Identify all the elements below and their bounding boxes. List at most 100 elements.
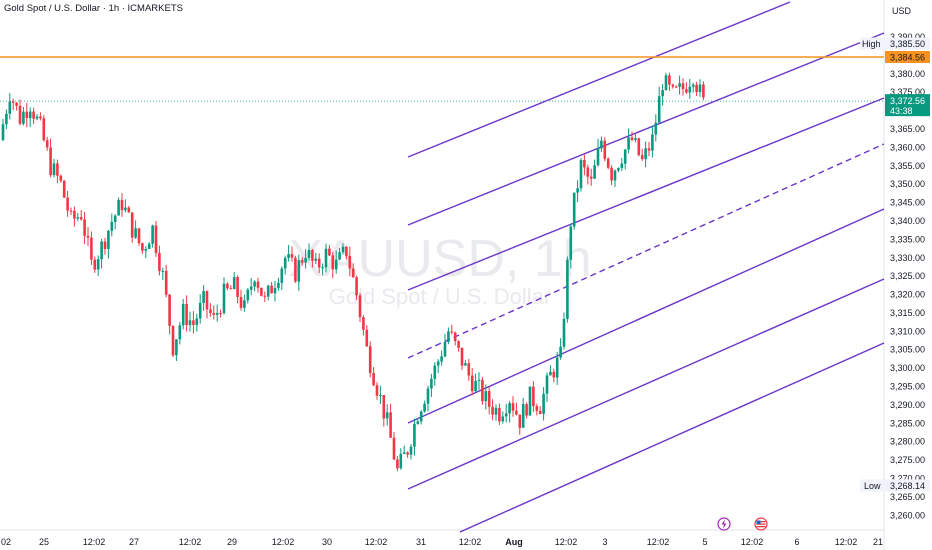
candle-up[interactable] [433,362,437,386]
candle-down[interactable] [18,99,22,126]
candle-down[interactable] [525,402,528,419]
candle-down[interactable] [158,245,161,276]
candle-up[interactable] [28,107,32,128]
candle-up[interactable] [147,242,151,249]
candle-up[interactable] [338,247,341,261]
candle-up[interactable] [222,277,226,315]
candle-up[interactable] [477,372,481,390]
flag-event-icon[interactable] [754,517,768,531]
channel-line[interactable] [407,32,885,226]
candle-up[interactable] [280,266,284,290]
candle-down[interactable] [45,136,49,151]
candle-down[interactable] [695,81,698,97]
candle-up[interactable] [334,250,338,274]
candle-down[interactable] [685,82,688,95]
candle-up[interactable] [562,312,566,350]
candle-down[interactable] [154,221,158,257]
candle-down[interactable] [49,138,52,178]
candle-up[interactable] [1,118,5,142]
candle-down[interactable] [518,414,522,435]
candle-down[interactable] [467,358,471,381]
candle-up[interactable] [96,255,100,277]
candle-down[interactable] [365,325,369,348]
candle-down[interactable] [668,72,671,91]
candle-down[interactable] [362,315,365,336]
candle-down[interactable] [348,246,352,277]
candle-up[interactable] [385,404,389,426]
candle-up[interactable] [419,410,423,425]
channel-line[interactable] [407,1,791,158]
candle-down[interactable] [583,154,586,176]
candle-down[interactable] [90,231,93,265]
candle-down[interactable] [205,290,209,319]
candle-down[interactable] [674,85,678,88]
candle-up[interactable] [5,109,8,130]
candle-down[interactable] [586,164,590,185]
candle-down[interactable] [164,264,168,298]
candle-down[interactable] [25,102,29,128]
candle-down[interactable] [487,387,491,415]
candle-up[interactable] [542,386,545,421]
candle-down[interactable] [93,256,97,273]
candle-up[interactable] [691,82,695,93]
candle-down[interactable] [481,377,484,405]
candle-up[interactable] [576,180,579,203]
candle-up[interactable] [413,418,416,456]
channel-median-line[interactable] [407,143,885,359]
candle-down[interactable] [229,285,233,290]
candle-up[interactable] [494,404,498,421]
candle-up[interactable] [569,223,573,269]
candle-down[interactable] [328,245,331,257]
candle-up[interactable] [521,397,525,428]
candle-down[interactable] [450,324,454,335]
candle-up[interactable] [266,284,270,301]
candle-down[interactable] [79,210,83,221]
channel-line[interactable] [407,278,885,490]
candle-up[interactable] [181,298,185,330]
candle-up[interactable] [634,133,637,143]
candle-up[interactable] [443,333,447,358]
parallel-channel[interactable] [407,1,885,533]
time-axis[interactable]: 02 25 12:02 27 12:02 29 12:02 30 12:02 31 12:02 Aug… [1,537,883,547]
candle-up[interactable] [246,288,250,304]
candle-up[interactable] [161,267,165,280]
candle-up[interactable] [134,220,137,239]
candle-up[interactable] [651,125,654,158]
candle-down[interactable] [406,451,409,458]
candle-down[interactable] [351,263,355,278]
candle-up[interactable] [202,285,205,311]
candle-up[interactable] [627,128,630,154]
candle-down[interactable] [103,238,107,255]
candle-up[interactable] [314,252,318,264]
candle-up[interactable] [508,400,511,423]
candle-down[interactable] [453,331,457,346]
candle-up[interactable] [474,373,477,392]
candle-down[interactable] [32,107,35,124]
candle-up[interactable] [110,213,114,237]
candle-down[interactable] [239,289,243,311]
candle-down[interactable] [606,157,610,170]
candle-up[interactable] [249,278,253,296]
candle-up[interactable] [698,79,702,97]
candle-up[interactable] [620,158,624,172]
candle-down[interactable] [73,206,76,227]
candle-up[interactable] [464,360,467,366]
candle-up[interactable] [623,148,627,170]
candle-down[interactable] [552,368,556,383]
candle-up[interactable] [436,359,440,374]
candle-down[interactable] [270,281,273,294]
candle-down[interactable] [392,431,396,461]
candle-down[interactable] [300,256,304,266]
candle-up[interactable] [297,254,301,291]
event-icons[interactable] [717,517,768,531]
candle-down[interactable] [130,212,134,243]
candle-down[interactable] [127,205,131,213]
candle-down[interactable] [647,142,651,157]
candle-down[interactable] [640,148,644,161]
candle-up[interactable] [528,386,532,416]
candle-down[interactable] [515,402,518,416]
candle-down[interactable] [141,242,144,255]
candle-up[interactable] [661,83,664,106]
candle-up[interactable] [409,444,413,460]
candle-up[interactable] [440,350,443,366]
